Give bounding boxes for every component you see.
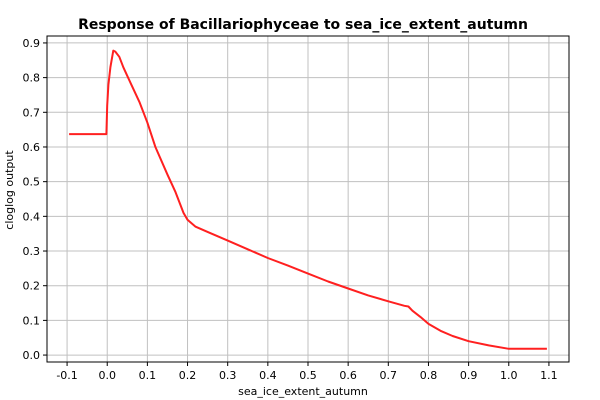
x-tick-label: 0.0: [98, 369, 116, 382]
y-tick-label: 0.6: [23, 141, 41, 154]
x-axis-label: sea_ice_extent_autumn: [238, 385, 368, 398]
x-tick-label: 1.0: [500, 369, 518, 382]
x-tick-label: 0.5: [299, 369, 317, 382]
y-tick-label: 0.9: [23, 37, 41, 50]
y-axis-label: cloglog output: [3, 150, 16, 230]
x-tick-label: 0.6: [339, 369, 357, 382]
x-tick-label: 0.1: [139, 369, 157, 382]
y-tick-label: 0.3: [23, 245, 41, 258]
x-tick-label: 0.3: [219, 369, 237, 382]
x-tick-label: 0.9: [460, 369, 478, 382]
x-tick-label: -0.1: [56, 369, 77, 382]
y-tick-label: 0.2: [23, 280, 41, 293]
x-tick-label: 0.7: [380, 369, 398, 382]
x-tick-label: 0.2: [179, 369, 197, 382]
y-tick-label: 0.4: [23, 210, 41, 223]
x-tick-label: 0.8: [420, 369, 438, 382]
chart-title: Response of Bacillariophyceae to sea_ice…: [78, 17, 528, 33]
ticks: -0.1 0.0 0.1 0.2 0.3 0.4 0.5 0.6 0.7 0.8 0.9 1.0 1.1…: [23, 37, 558, 382]
x-tick-label: 1.1: [540, 369, 558, 382]
grid: [47, 36, 569, 362]
x-tick-label: 0.4: [259, 369, 277, 382]
y-tick-label: 0.8: [23, 72, 41, 85]
series: [69, 49, 547, 350]
y-tick-label: 0.5: [23, 176, 41, 189]
response-curve: [69, 49, 547, 350]
y-tick-label: 0.0: [23, 349, 41, 362]
y-tick-label: 0.7: [23, 106, 41, 119]
y-tick-label: 0.1: [23, 314, 41, 327]
